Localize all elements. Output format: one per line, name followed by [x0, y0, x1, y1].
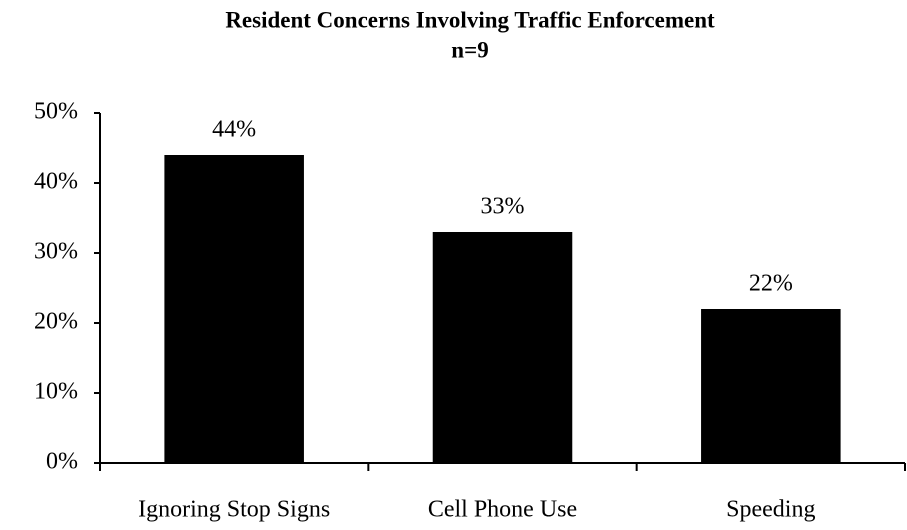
y-tick-label: 20%: [34, 309, 78, 335]
chart-subtitle: n=9: [451, 37, 488, 62]
value-label: 44%: [212, 117, 256, 143]
x-tick-label: Cell Phone Use: [428, 497, 577, 523]
bar: [432, 232, 573, 463]
y-tick-label: 50%: [34, 99, 78, 125]
y-tick-label: 30%: [34, 239, 78, 265]
bar: [701, 309, 841, 463]
chart-title: Resident Concerns Involving Traffic Enfo…: [225, 7, 715, 32]
value-label: 22%: [749, 271, 793, 297]
y-tick-label: 0%: [46, 449, 78, 475]
value-label: 33%: [481, 194, 525, 220]
bar: [164, 155, 304, 463]
y-tick-label: 10%: [34, 379, 78, 405]
x-tick-label: Speeding: [726, 497, 815, 523]
y-tick-label: 40%: [34, 169, 78, 195]
x-tick-label: Ignoring Stop Signs: [138, 497, 330, 523]
